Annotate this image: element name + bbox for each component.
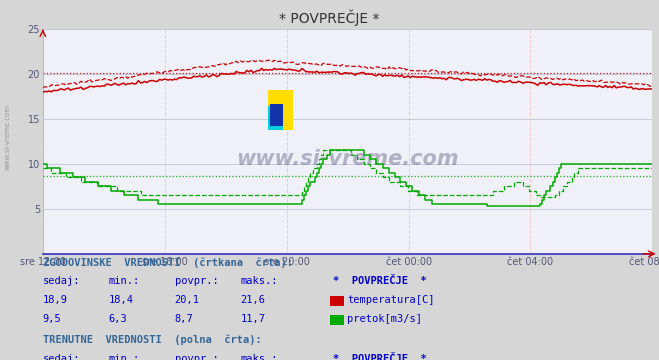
- Text: temperatura[C]: temperatura[C]: [347, 295, 435, 305]
- Text: sedaj:: sedaj:: [43, 354, 80, 360]
- Text: *  POVPREČJE  *: * POVPREČJE *: [333, 276, 426, 287]
- Text: 8,7: 8,7: [175, 314, 193, 324]
- Text: sedaj:: sedaj:: [43, 276, 80, 287]
- Text: 18,9: 18,9: [43, 295, 68, 305]
- FancyBboxPatch shape: [270, 104, 283, 126]
- Text: povpr.:: povpr.:: [175, 354, 218, 360]
- Text: min.:: min.:: [109, 276, 140, 287]
- FancyBboxPatch shape: [268, 90, 293, 130]
- Text: 6,3: 6,3: [109, 314, 127, 324]
- Text: pretok[m3/s]: pretok[m3/s]: [347, 314, 422, 324]
- Text: povpr.:: povpr.:: [175, 276, 218, 287]
- Text: www.si-vreme.com: www.si-vreme.com: [237, 149, 459, 169]
- Text: 11,7: 11,7: [241, 314, 266, 324]
- Text: 21,6: 21,6: [241, 295, 266, 305]
- Text: 18,4: 18,4: [109, 295, 134, 305]
- Text: www.si-vreme.com: www.si-vreme.com: [5, 104, 11, 170]
- FancyBboxPatch shape: [268, 106, 283, 130]
- Text: *  POVPREČJE  *: * POVPREČJE *: [333, 354, 426, 360]
- Text: ZGODOVINSKE  VREDNOSTI  (črtkana  črta):: ZGODOVINSKE VREDNOSTI (črtkana črta):: [43, 257, 293, 268]
- Text: 9,5: 9,5: [43, 314, 61, 324]
- Text: min.:: min.:: [109, 354, 140, 360]
- Text: maks.:: maks.:: [241, 276, 278, 287]
- Text: TRENUTNE  VREDNOSTI  (polna  črta):: TRENUTNE VREDNOSTI (polna črta):: [43, 335, 262, 346]
- Text: 20,1: 20,1: [175, 295, 200, 305]
- Text: * POVPREČJE *: * POVPREČJE *: [279, 9, 380, 26]
- Text: maks.:: maks.:: [241, 354, 278, 360]
